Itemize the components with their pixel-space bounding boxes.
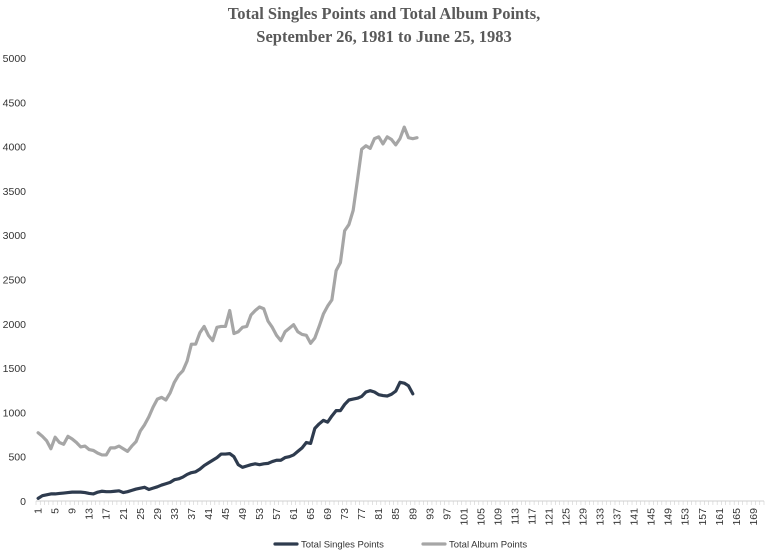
- x-tick-label: 69: [322, 508, 334, 520]
- x-tick-label: 57: [271, 508, 283, 520]
- x-tick-label: 141: [629, 508, 641, 526]
- chart-title-line-2: September 26, 1981 to June 25, 1983: [256, 27, 512, 46]
- y-tick-label: 500: [8, 452, 26, 464]
- x-tick-label: 25: [135, 508, 147, 520]
- x-tick-label: 49: [237, 508, 249, 520]
- y-tick-label: 3500: [3, 186, 27, 198]
- x-tick-label: 137: [612, 508, 624, 526]
- y-tick-label: 3000: [3, 230, 27, 242]
- series-line-total-album-points: [36, 125, 419, 457]
- legend-label-total-album-points: Total Album Points: [449, 540, 527, 551]
- chart-title: Total Singles Points and Total Album Poi…: [0, 2, 768, 48]
- y-tick-label: 4500: [3, 97, 27, 109]
- x-tick-label: 1: [33, 508, 45, 514]
- x-tick-label: 9: [67, 508, 79, 514]
- x-tick-label: 145: [646, 508, 658, 526]
- legend-label-total-singles-points: Total Singles Points: [301, 540, 384, 551]
- x-tick-label: 97: [441, 508, 453, 520]
- x-tick-label: 157: [697, 508, 709, 526]
- y-tick-label: 2500: [3, 275, 27, 287]
- y-tick-label: 2000: [3, 319, 27, 331]
- x-tick-label: 165: [731, 508, 743, 526]
- x-tick-label: 5: [50, 508, 62, 514]
- x-tick-label: 153: [680, 508, 692, 526]
- x-tick-label: 81: [373, 508, 385, 520]
- x-tick-label: 133: [595, 508, 607, 526]
- x-tick-label: 89: [407, 508, 419, 520]
- x-tick-label: 129: [578, 508, 590, 526]
- x-tick-label: 13: [84, 508, 96, 520]
- x-tick-label: 121: [544, 508, 556, 526]
- x-tick-label: 117: [526, 508, 538, 525]
- x-tick-label: 61: [288, 508, 300, 520]
- legend: Total Singles Points Total Album Points: [273, 540, 527, 551]
- x-tick-label: 125: [561, 508, 573, 526]
- series-lines: [36, 125, 419, 500]
- x-tick-label: 73: [339, 508, 351, 520]
- x-tick-label: 113: [509, 508, 521, 525]
- x-tick-label: 169: [748, 508, 760, 526]
- x-tick-label: 109: [492, 508, 504, 526]
- y-tick-label: 1000: [3, 407, 27, 419]
- x-tick-label: 45: [220, 508, 232, 520]
- x-tick-label: 93: [424, 508, 436, 520]
- x-tick-label: 21: [118, 508, 130, 520]
- x-tick-label: 105: [475, 508, 487, 526]
- y-tick-label: 5000: [3, 53, 27, 65]
- y-tick-label: 1500: [3, 363, 27, 375]
- x-tick-label: 101: [458, 508, 470, 526]
- x-tick-label: 29: [152, 508, 164, 520]
- chart-title-line-1: Total Singles Points and Total Album Poi…: [227, 4, 541, 23]
- series-line-total-singles-points: [36, 380, 415, 500]
- x-tick-label: 77: [356, 508, 368, 520]
- x-tick-label: 37: [186, 508, 198, 520]
- x-tick-label: 161: [714, 508, 726, 526]
- x-axis: 1 5 9 13 17 21 25 29 33 37 41 45 49 53 57 61 65 69 73 77 81 8…: [33, 500, 765, 526]
- x-tick-label: 149: [663, 508, 675, 526]
- y-tick-label: 4000: [3, 142, 27, 154]
- y-axis-tick-labels: 0 500 1000 1500 2000 2500 3000 3500 4000 4500 5000: [3, 53, 27, 508]
- x-tick-label: 17: [101, 508, 113, 520]
- x-tick-label: 85: [390, 508, 402, 520]
- y-tick-label: 0: [20, 496, 26, 508]
- x-tick-label: 33: [169, 508, 181, 520]
- x-tick-label: 41: [203, 508, 215, 520]
- x-tick-label: 53: [254, 508, 266, 520]
- x-tick-label: 65: [305, 508, 317, 520]
